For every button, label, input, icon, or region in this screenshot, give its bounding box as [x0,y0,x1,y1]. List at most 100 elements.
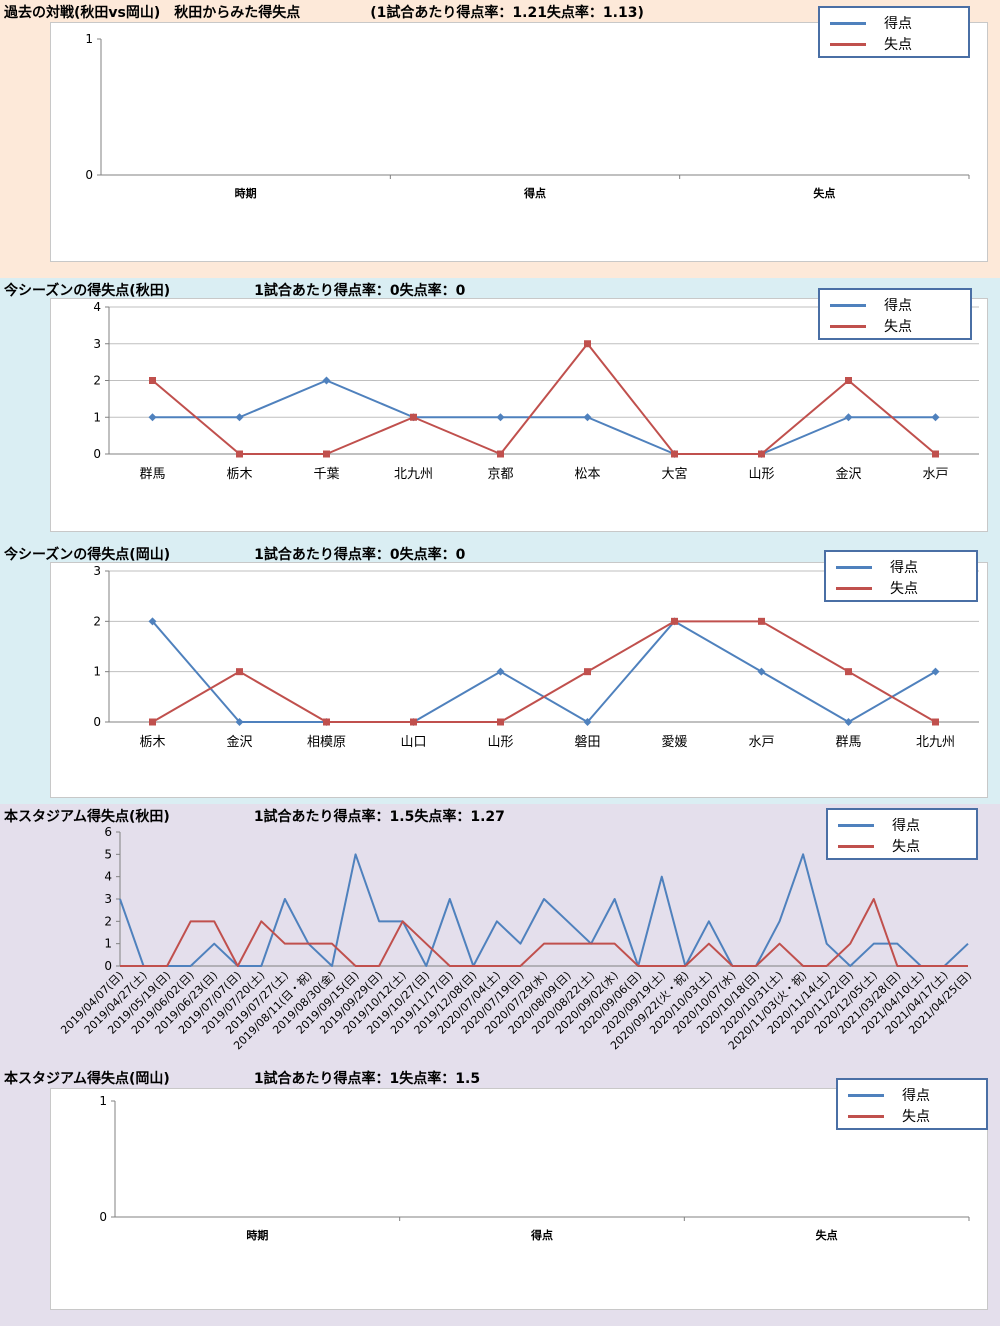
y-tick-label: 1 [104,937,112,951]
x-tick-label: 京都 [487,467,513,482]
data-point-concede [410,718,417,726]
data-point-score [148,413,157,422]
legend-item-concede: 失点 [838,836,920,856]
legend-line-concede [836,586,872,590]
chart-past-matches: 0 1 時期 得点 失点 [85,32,970,200]
legend-label-concede: 失点 [884,37,912,53]
panel-title: 本スタジアム得失点(岡山) 1試合あたり得点率：1失点率：1.5 [4,1071,481,1087]
y-tick-label: 2 [104,914,112,928]
panel-title: 今シーズンの得失点(秋田) 1試合あたり得点率：0失点率：0 [4,283,466,299]
data-point-concede [497,450,504,458]
legend-item-concede: 失点 [848,1106,930,1126]
data-point-score [583,413,592,422]
chart-season-okayama: 0 1 2 3 栃木 金沢 相模原 山口 山形 磐田 愛媛 水戸 群馬 北九州 [93,564,979,750]
y-tick-label: 0 [85,168,93,182]
series-line-concede [151,342,937,455]
legend-label-score: 得点 [902,1088,930,1104]
legend-item-score: 得点 [848,1085,930,1105]
x-tick-label: 得点 [530,1228,553,1242]
legend-label-concede: 失点 [890,581,918,597]
panel-title: 過去の対戦(秋田vs岡山) 秋田からみた得失点 (1試合あたり得点率：1.21失… [4,5,644,21]
y-tick-label: 0 [104,959,112,973]
data-point-score [844,718,853,726]
legend-item-score: 得点 [838,815,920,835]
x-tick-label: 千葉 [313,467,339,482]
y-tick-label: 3 [93,564,101,578]
x-tick-label: 金沢 [226,734,252,750]
legend-item-concede: 失点 [830,316,912,336]
x-tick-label: 北九州 [394,467,433,482]
data-point-concede [236,668,243,676]
legend-label-concede: 失点 [884,319,912,335]
x-tick-label: 栃木 [226,467,252,482]
data-point-concede [584,340,591,348]
legend-label-score: 得点 [892,818,920,834]
y-tick-label: 0 [93,447,101,461]
data-point-score [322,376,331,385]
x-tick-label: 失点 [816,1228,838,1242]
y-tick-label: 4 [93,300,101,314]
x-tick-label: 群馬 [139,467,165,482]
legend-line-score [848,1093,884,1097]
data-point-concede [671,450,678,458]
panel-stadium-akita: 本スタジアム得失点(秋田) 1試合あたり得点率：1.5失点率：1.27 0 1 2 3… [0,804,1000,1066]
y-tick-label: 3 [93,337,101,351]
x-tick-label: 時期 [246,1228,268,1242]
series-line-concede [120,898,968,967]
data-point-concede [323,718,330,726]
x-tick-label: 大宮 [661,466,687,482]
data-point-concede [845,668,852,676]
legend-item-concede: 失点 [830,34,912,54]
x-tick-label: 相模原 [307,735,346,750]
y-tick-label: 1 [85,32,93,46]
data-point-score [148,617,157,626]
y-tick-label: 1 [93,665,101,679]
y-tick-label: 1 [93,410,101,424]
y-tick-label: 4 [104,870,112,884]
data-point-score [931,667,940,676]
chart-stadium-akita: 01234562019/04/07(日)2019/04/27(土)2019/05… [58,825,974,1052]
x-tick-label: 北九州 [916,735,955,750]
data-point-score [235,413,244,422]
legend-line-score [836,565,872,569]
legend: 得点 失点 [818,6,970,58]
chart-stadium-okayama: 0 1 時期 得点 失点 [99,1094,970,1242]
legend-line-concede [848,1114,884,1118]
series-line-score [152,379,936,455]
data-point-concede [758,450,765,458]
data-point-concede [410,413,417,421]
data-point-score [844,413,853,422]
legend-line-score [830,303,866,307]
data-point-score [496,667,505,676]
data-point-concede [236,450,243,458]
legend-label-score: 得点 [890,560,918,576]
panel-stadium-okayama: 本スタジアム得失点(岡山) 1試合あたり得点率：1失点率：1.5 0 1 時期 得点失… [0,1066,1000,1326]
data-point-concede [932,450,939,458]
legend-line-score [830,21,866,25]
x-tick-label: 群馬 [835,735,861,750]
chart-area: 0 1 時期 得点 失点 [50,22,988,262]
legend: 得点 失点 [818,288,972,340]
data-point-concede [845,377,852,384]
x-tick-label: 山口 [400,735,426,750]
y-tick-label: 3 [104,892,112,906]
x-tick-label: 失点 [813,186,835,200]
y-tick-label: 2 [93,374,101,388]
series-line-concede [151,620,937,723]
y-tick-label: 6 [104,826,112,839]
x-tick-label: 山形 [748,467,774,482]
x-tick-label: 松本 [574,467,600,482]
x-tick-label: 水戸 [922,467,948,482]
x-tick-label: 金沢 [835,466,861,482]
x-tick-label: 得点 [523,186,546,200]
chart-area: 0 1 時期 得点 失点 [50,1088,988,1310]
data-point-score [496,413,505,422]
x-tick-label: 山形 [487,735,513,750]
legend-item-score: 得点 [836,557,918,577]
x-tick-label: 時期 [235,186,257,200]
legend-item-score: 得点 [830,295,912,315]
data-point-concede [671,617,678,625]
data-point-concede [758,617,765,625]
panel-past-matches: 過去の対戦(秋田vs岡山) 秋田からみた得失点 (1試合あたり得点率：1.21失… [0,0,1000,278]
legend-line-concede [838,844,874,848]
